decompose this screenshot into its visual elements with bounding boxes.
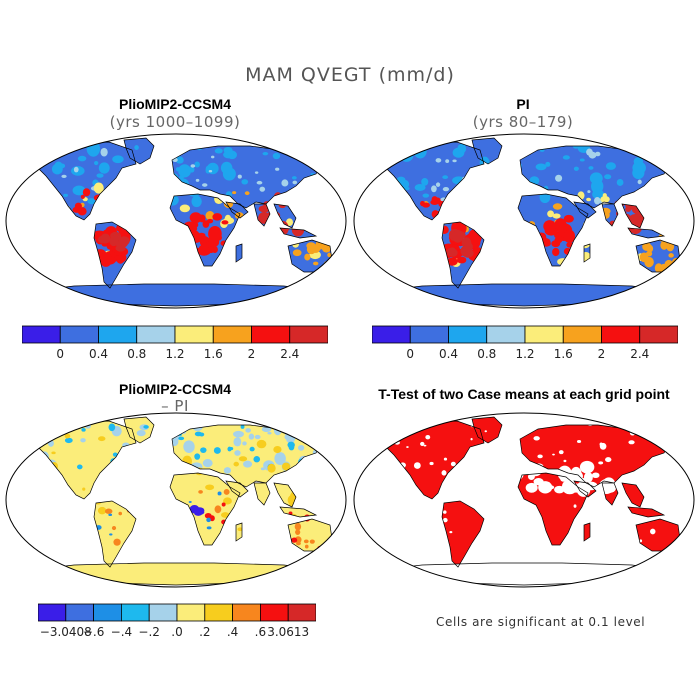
continent-greenland [472, 138, 502, 164]
continent-madagascar [236, 244, 242, 262]
continent-northAmerica [386, 142, 484, 220]
continent-antarctica [24, 284, 328, 306]
colorbar-swatch [287, 603, 316, 622]
colorbar-labels-difference: −3.0408 −.6 −.4 −.2 .0 .2 .4 .6 3.0613 [38, 625, 316, 641]
colorbar-swatch [601, 325, 641, 344]
colorbar-tick-label: .2 [199, 625, 211, 639]
colorbar-tick-label: .0 [171, 625, 183, 639]
colorbar-swatch [562, 325, 602, 344]
colorbar-swatch [486, 325, 526, 344]
colorbar-difference [38, 603, 316, 622]
panel-title-top-right: PI [516, 96, 530, 112]
panel-title-top-left: PlioMIP2-CCSM4 [118, 96, 231, 112]
colorbar-absolute-left [22, 325, 328, 344]
colorbar-swatch [38, 603, 67, 622]
colorbar-tick-label: .4 [226, 625, 239, 639]
colorbar-tick-label: 2.4 [280, 347, 300, 361]
colorbar-tick-label: −.4 [110, 625, 133, 639]
colorbar-swatch [204, 603, 234, 622]
colorbar-swatch [639, 325, 678, 344]
colorbar-swatch [148, 603, 178, 622]
map-difference [5, 412, 347, 588]
continent-southAmerica [442, 501, 484, 567]
colorbar-swatch [174, 325, 214, 344]
panel-title-bottom-left: PlioMIP2-CCSM4 [118, 381, 231, 397]
continent-northAmerica [386, 421, 484, 499]
continent-indonesia [280, 507, 316, 517]
colorbar-swatch [121, 603, 150, 622]
continent-indonesia [628, 507, 664, 517]
colorbar-tick-label: 1.6 [553, 347, 573, 361]
colorbar-tick-label: 0.4 [88, 347, 109, 361]
colorbar-tick-label: 3.0613 [267, 625, 310, 639]
figure-title: MAM QVEGT (mm/d) [245, 64, 455, 86]
panel-subtitle-top-left: (yrs 1000–1099) [109, 113, 241, 131]
panel-title-bottom-right: T-Test of two Case means at each grid po… [378, 386, 670, 402]
continent-australia [636, 519, 680, 551]
colorbar-swatch [409, 325, 449, 344]
continent-arabia [226, 481, 248, 497]
colorbar-tick-label: −.2 [138, 625, 160, 639]
colorbar-swatch [93, 603, 122, 622]
continent-greenland [472, 417, 502, 443]
colorbar-swatch [232, 603, 261, 622]
continent-greenland [124, 417, 154, 443]
colorbar-tick-label: −.6 [82, 625, 105, 639]
colorbar-tick-label: 1.2 [165, 347, 185, 361]
colorbar-labels-absolute-right: 0 0.4 0.8 1.2 1.6 2 2.4 [372, 347, 678, 363]
continent-southAmerica [94, 501, 136, 567]
colorbar-tick-label: .6 [254, 625, 267, 639]
continent-antarctica [372, 284, 676, 306]
continent-northAmerica [38, 421, 136, 499]
map-ttest [353, 412, 695, 588]
panel-subtitle-bottom-left: – PI [161, 397, 189, 415]
colorbar-swatch [251, 325, 291, 344]
colorbar-swatch [372, 325, 411, 344]
colorbar-swatch [65, 603, 94, 622]
continent-northAmerica [38, 142, 136, 220]
colorbar-tick-label: 2 [247, 347, 256, 361]
continent-madagascar [584, 523, 590, 541]
colorbar-tick-label: 0 [56, 347, 65, 361]
colorbar-swatch [259, 603, 289, 622]
continent-antarctica [372, 563, 676, 585]
colorbar-swatch [289, 325, 328, 344]
significance-note: Cells are significant at 0.1 level [436, 615, 646, 629]
continent-india [254, 483, 270, 505]
colorbar-tick-label: 0.8 [127, 347, 147, 361]
continent-greenland [124, 138, 154, 164]
colorbar-swatch [59, 325, 99, 344]
colorbar-tick-label: −3.0408 [39, 625, 92, 639]
colorbar-swatch [524, 325, 564, 344]
colorbar-swatch [448, 325, 488, 344]
colorbar-tick-label: 0.4 [438, 347, 459, 361]
colorbar-labels-absolute-left: 0 0.4 0.8 1.2 1.6 2 2.4 [22, 347, 328, 363]
colorbar-swatch [136, 325, 176, 344]
colorbar-swatch [212, 325, 252, 344]
colorbar-swatch [98, 325, 138, 344]
colorbar-tick-label: 0 [406, 347, 415, 361]
colorbar-swatch [176, 603, 206, 622]
map-pi [353, 133, 695, 309]
colorbar-absolute-right [372, 325, 678, 344]
colorbar-tick-label: 2 [597, 347, 606, 361]
colorbar-tick-label: 1.6 [203, 347, 223, 361]
continent-arabia [574, 202, 596, 218]
colorbar-tick-label: 1.2 [515, 347, 535, 361]
colorbar-tick-label: 0.8 [477, 347, 497, 361]
colorbar-swatch [22, 325, 61, 344]
colorbar-tick-label: 2.4 [630, 347, 650, 361]
continent-antarctica [24, 563, 328, 585]
map-pliomip2 [5, 133, 347, 309]
panel-subtitle-top-right: (yrs 80–179) [472, 113, 574, 131]
